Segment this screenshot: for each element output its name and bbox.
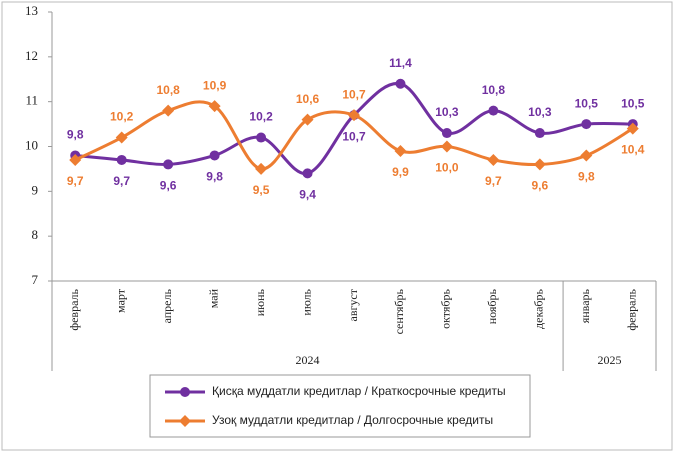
data-point: [69, 153, 82, 166]
value-label: 9,7: [113, 174, 130, 188]
value-label: 10,6: [296, 92, 320, 106]
data-point: [116, 154, 127, 165]
chart-border: [1, 1, 673, 451]
data-point: [256, 132, 267, 143]
value-label: 10,4: [621, 143, 645, 157]
value-label: 10,2: [110, 110, 134, 124]
value-label: 10,2: [249, 110, 273, 124]
x-tick-label: апрель: [160, 288, 174, 323]
value-label: 10,3: [435, 105, 459, 119]
data-point: [488, 105, 499, 116]
data-point: [208, 100, 221, 113]
value-label: 10,5: [575, 96, 599, 110]
data-point: [394, 144, 407, 157]
value-label: 10,5: [621, 96, 645, 110]
x-tick-label: сентябрь: [392, 288, 406, 334]
value-label: 10,9: [203, 78, 227, 92]
y-tick-label: 8: [32, 227, 39, 242]
x-tick-label: март: [113, 288, 127, 313]
year-label: 2025: [598, 353, 622, 367]
value-label: 9,4: [299, 188, 316, 202]
legend-marker: [180, 387, 190, 397]
value-label: 11,4: [389, 56, 412, 70]
value-label: 9,8: [206, 170, 223, 184]
x-tick-label: февраль: [67, 288, 81, 330]
data-point: [302, 168, 313, 179]
x-tick-label: ноябрь: [485, 288, 499, 324]
value-label: 9,7: [67, 174, 84, 188]
x-tick-label: август: [346, 288, 360, 321]
value-label: 9,9: [392, 165, 409, 179]
data-point: [441, 128, 452, 139]
value-label: 10,0: [435, 161, 459, 175]
x-tick-label: январь: [578, 288, 592, 323]
y-tick-label: 7: [32, 272, 39, 287]
data-point: [115, 131, 128, 144]
value-label: 9,6: [160, 179, 177, 193]
data-point: [440, 140, 453, 153]
data-point: [301, 113, 314, 126]
value-label: 9,7: [485, 174, 502, 188]
y-tick-label: 9: [32, 182, 39, 197]
x-tick-label: февраль: [625, 288, 639, 330]
value-label: 9,6: [532, 179, 549, 193]
year-label: 2024: [296, 353, 320, 367]
data-point: [348, 109, 360, 122]
x-tick-label: май: [206, 288, 220, 308]
data-point: [534, 128, 545, 139]
x-tick-label: октябрь: [439, 288, 453, 328]
data-point: [581, 119, 592, 130]
legend-box: [149, 374, 531, 438]
value-label: 9,5: [253, 183, 270, 197]
y-tick-label: 13: [25, 3, 38, 18]
legend-marker: [179, 415, 191, 427]
y-tick-label: 12: [25, 48, 38, 63]
y-tick-label: 10: [25, 137, 38, 152]
value-label: 10,3: [528, 105, 552, 119]
data-point: [162, 104, 175, 117]
legend-label: Узоқ муддатли кредитлар / Долгосрочные к…: [212, 413, 493, 427]
data-point: [395, 78, 406, 89]
x-tick-label: декабрь: [532, 288, 546, 329]
value-label: 9,8: [67, 128, 84, 142]
value-label: 10,7: [342, 87, 366, 101]
data-point: [626, 122, 639, 135]
data-point: [580, 149, 593, 162]
x-tick-label: июнь: [253, 288, 267, 316]
data-point: [209, 150, 220, 161]
data-point: [163, 159, 174, 170]
data-point: [255, 162, 268, 175]
legend-label: Қисқа муддатли кредитлар / Краткосрочные…: [212, 384, 506, 398]
value-label: 10,8: [156, 83, 180, 97]
value-label: 10,8: [482, 83, 506, 97]
x-tick-label: июль: [299, 288, 313, 315]
value-label: 10,7: [342, 129, 366, 143]
value-label: 9,8: [578, 170, 595, 184]
data-point: [487, 153, 500, 166]
y-tick-label: 11: [25, 93, 38, 108]
data-point: [533, 158, 546, 171]
